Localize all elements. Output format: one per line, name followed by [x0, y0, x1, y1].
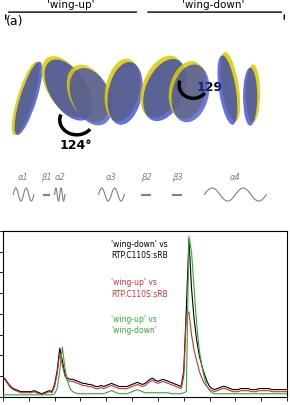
Text: α2: α2 — [54, 173, 65, 182]
Ellipse shape — [140, 56, 184, 119]
Ellipse shape — [14, 62, 42, 136]
Text: 124°: 124° — [60, 139, 92, 152]
Text: 'wing-up' vs
'wing-down': 'wing-up' vs 'wing-down' — [111, 314, 157, 334]
Text: α1: α1 — [18, 173, 29, 182]
Ellipse shape — [143, 60, 186, 122]
Text: β1: β1 — [41, 173, 52, 182]
Text: 129°: 129° — [196, 81, 229, 94]
Ellipse shape — [70, 69, 113, 126]
Ellipse shape — [42, 57, 89, 118]
Ellipse shape — [172, 65, 209, 123]
Text: β2: β2 — [141, 173, 152, 182]
Text: β3: β3 — [172, 173, 183, 182]
Ellipse shape — [108, 63, 143, 126]
Text: 'wing-down': 'wing-down' — [182, 0, 244, 10]
Ellipse shape — [67, 66, 110, 123]
Text: α4: α4 — [230, 173, 241, 182]
Ellipse shape — [44, 60, 92, 122]
Text: (a): (a) — [6, 15, 23, 28]
Ellipse shape — [246, 65, 260, 123]
Ellipse shape — [12, 62, 39, 136]
Ellipse shape — [169, 62, 206, 120]
Ellipse shape — [105, 60, 140, 122]
Ellipse shape — [243, 68, 257, 126]
Ellipse shape — [218, 56, 238, 126]
Text: 'wing-up' vs
RTP.C110S:sRB: 'wing-up' vs RTP.C110S:sRB — [111, 278, 168, 298]
Ellipse shape — [220, 53, 240, 122]
Text: α3: α3 — [106, 173, 117, 182]
Text: 'wing-up': 'wing-up' — [47, 0, 95, 10]
Text: 'wing-down' vs
RTP.C110S:sRB: 'wing-down' vs RTP.C110S:sRB — [111, 240, 168, 260]
